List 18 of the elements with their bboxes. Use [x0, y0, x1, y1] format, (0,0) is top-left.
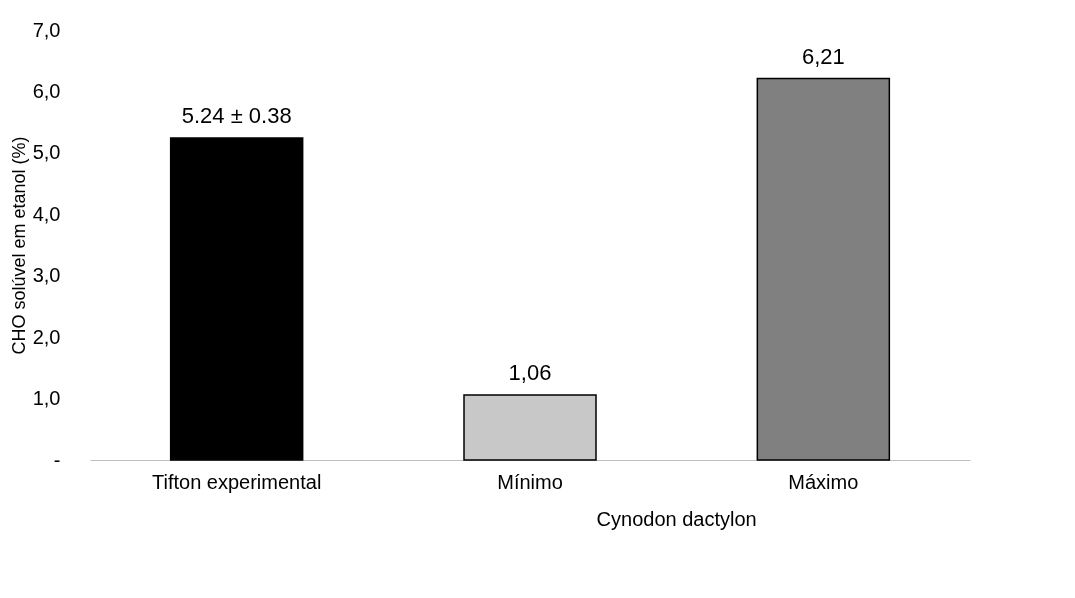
y-tick-label: 2,0	[32, 325, 61, 348]
data-label: 5.24 ± 0.38	[181, 103, 292, 129]
y-tick-label: 5,0	[32, 141, 61, 164]
y-tick-label: 7,0	[32, 18, 61, 41]
y-tick-label: 3,0	[32, 264, 61, 287]
y-tick-label: 6,0	[32, 79, 61, 102]
x-tick-label: Máximo	[788, 470, 859, 493]
bar	[169, 137, 304, 461]
data-label: 1,06	[508, 359, 552, 385]
bar	[756, 77, 891, 461]
x-tick-label: Tifton experimental	[151, 470, 322, 493]
x-tick-label: Mínimo	[497, 470, 563, 493]
y-tick-label: -	[53, 448, 61, 471]
data-label: 6,21	[801, 43, 845, 69]
text: Cynodon dactylon	[596, 508, 757, 530]
y-tick-label: 1,0	[32, 387, 61, 410]
y-axis-title: CHO solúvel em etanol (%)	[8, 136, 29, 355]
y-tick-label: 4,0	[32, 202, 61, 225]
